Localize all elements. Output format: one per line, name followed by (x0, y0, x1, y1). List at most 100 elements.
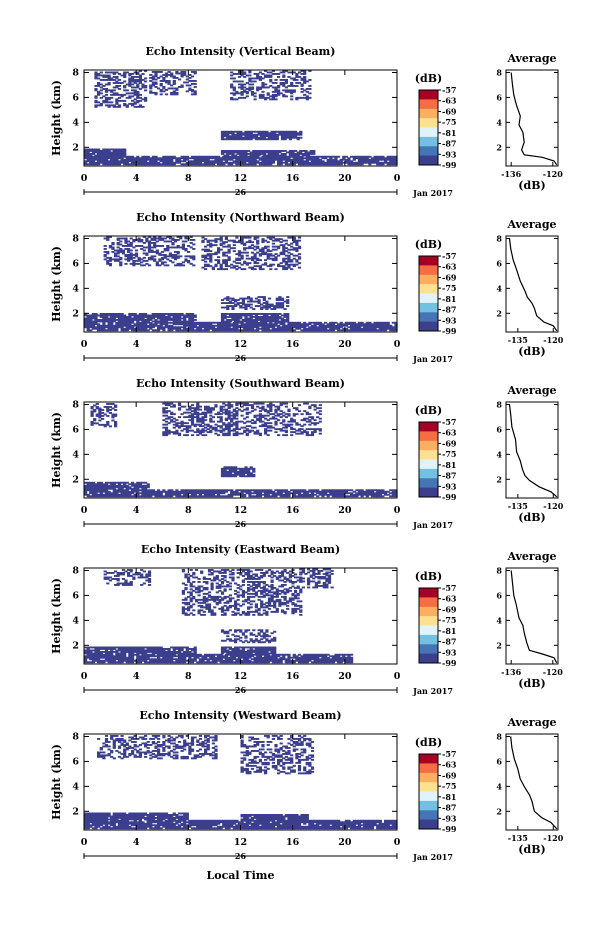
heat-cell (136, 324, 140, 327)
colorbar-unit: (dB) (415, 72, 442, 85)
heat-cell (262, 135, 266, 138)
heat-cell (329, 327, 333, 330)
heat-cell (136, 483, 140, 486)
heat-cell (282, 244, 286, 247)
heat-cell (227, 407, 231, 410)
heat-cell (235, 411, 239, 414)
heat-cell (274, 489, 278, 492)
heat-cell (196, 323, 200, 326)
heat-cell (297, 155, 302, 158)
heat-cell (261, 90, 265, 93)
heat-cell (102, 317, 106, 320)
heat-cell (223, 306, 227, 309)
heat-cell (146, 317, 150, 320)
heat-cell (108, 259, 112, 262)
heat-cell (256, 161, 260, 164)
heat-cell (295, 244, 299, 247)
heat-cell (107, 495, 111, 498)
heat-cell (99, 74, 103, 77)
heat-cell (141, 316, 145, 318)
heat-cell (177, 434, 182, 437)
heat-cell (262, 136, 266, 139)
heat-cell (294, 154, 298, 157)
heat-cell (144, 327, 148, 330)
heat-cell (277, 493, 281, 496)
heat-cell (227, 402, 231, 405)
heat-cell (248, 490, 252, 493)
heat-cell (222, 327, 226, 330)
heat-cell (120, 313, 124, 315)
heat-cell (256, 257, 260, 260)
heat-cell (99, 324, 103, 327)
heat-cell (308, 163, 312, 166)
heat-cell (116, 259, 120, 262)
heat-cell (193, 493, 197, 496)
heat-cell (243, 260, 247, 263)
heat-cell (154, 74, 158, 76)
heat-cell (240, 254, 244, 257)
heat-cell (106, 237, 110, 240)
heat-cell (235, 402, 239, 405)
heat-cell (132, 262, 136, 265)
heat-cell (102, 74, 106, 77)
heat-cell (170, 411, 174, 414)
heat-cell (237, 76, 242, 78)
heat-cell (112, 490, 116, 493)
heat-cell (125, 490, 129, 493)
heat-cell (224, 268, 228, 271)
x-tick-label: 16 (286, 173, 300, 184)
heat-cell (357, 161, 362, 164)
heat-cell (106, 236, 110, 238)
heat-cell (267, 316, 272, 318)
heat-cell (89, 486, 93, 489)
heat-cell (318, 410, 322, 413)
heat-cell (240, 73, 244, 75)
heat-cell (196, 413, 200, 416)
heat-cell (142, 259, 146, 262)
x-tick-label: 16 (286, 505, 300, 516)
heat-cell (227, 493, 231, 496)
heat-cell (162, 314, 166, 317)
heat-cell (389, 495, 393, 498)
heat-cell (99, 659, 103, 662)
heat-cell (185, 408, 189, 411)
heat-cell (117, 313, 122, 315)
heat-cell (177, 492, 182, 495)
heat-cell (159, 75, 163, 78)
heat-cell (115, 71, 119, 74)
heat-cell (183, 327, 187, 330)
heat-cell (124, 240, 128, 243)
heat-cell (266, 426, 270, 429)
heat-cell (256, 236, 260, 239)
heat-cell (117, 323, 122, 326)
heat-cell (142, 264, 146, 267)
heat-cell (305, 420, 309, 423)
heat-cell (227, 245, 231, 248)
heat-cell (112, 489, 116, 492)
heat-cell (115, 105, 119, 108)
heat-cell (89, 319, 93, 321)
heat-cell (271, 86, 275, 89)
heat-cell (295, 74, 299, 77)
heat-cell (112, 153, 116, 155)
heat-cell (102, 316, 106, 318)
heat-cell (248, 163, 252, 166)
heat-cell (257, 316, 261, 318)
heat-cell (243, 83, 247, 86)
heat-cell (146, 324, 150, 327)
heat-cell (167, 495, 171, 498)
heat-cell (292, 254, 296, 257)
heat-cell (240, 88, 244, 90)
heat-cell (112, 71, 116, 74)
heat-cell (232, 326, 236, 329)
heat-cell (181, 245, 185, 247)
heat-cell (120, 490, 124, 493)
heat-cell (155, 262, 159, 265)
heat-cell (290, 160, 294, 163)
heat-cell (222, 324, 226, 327)
heat-cell (97, 483, 101, 486)
heat-cell (290, 329, 294, 332)
heat-cell (286, 151, 290, 154)
heat-cell (350, 161, 354, 164)
heat-cell (108, 403, 112, 405)
